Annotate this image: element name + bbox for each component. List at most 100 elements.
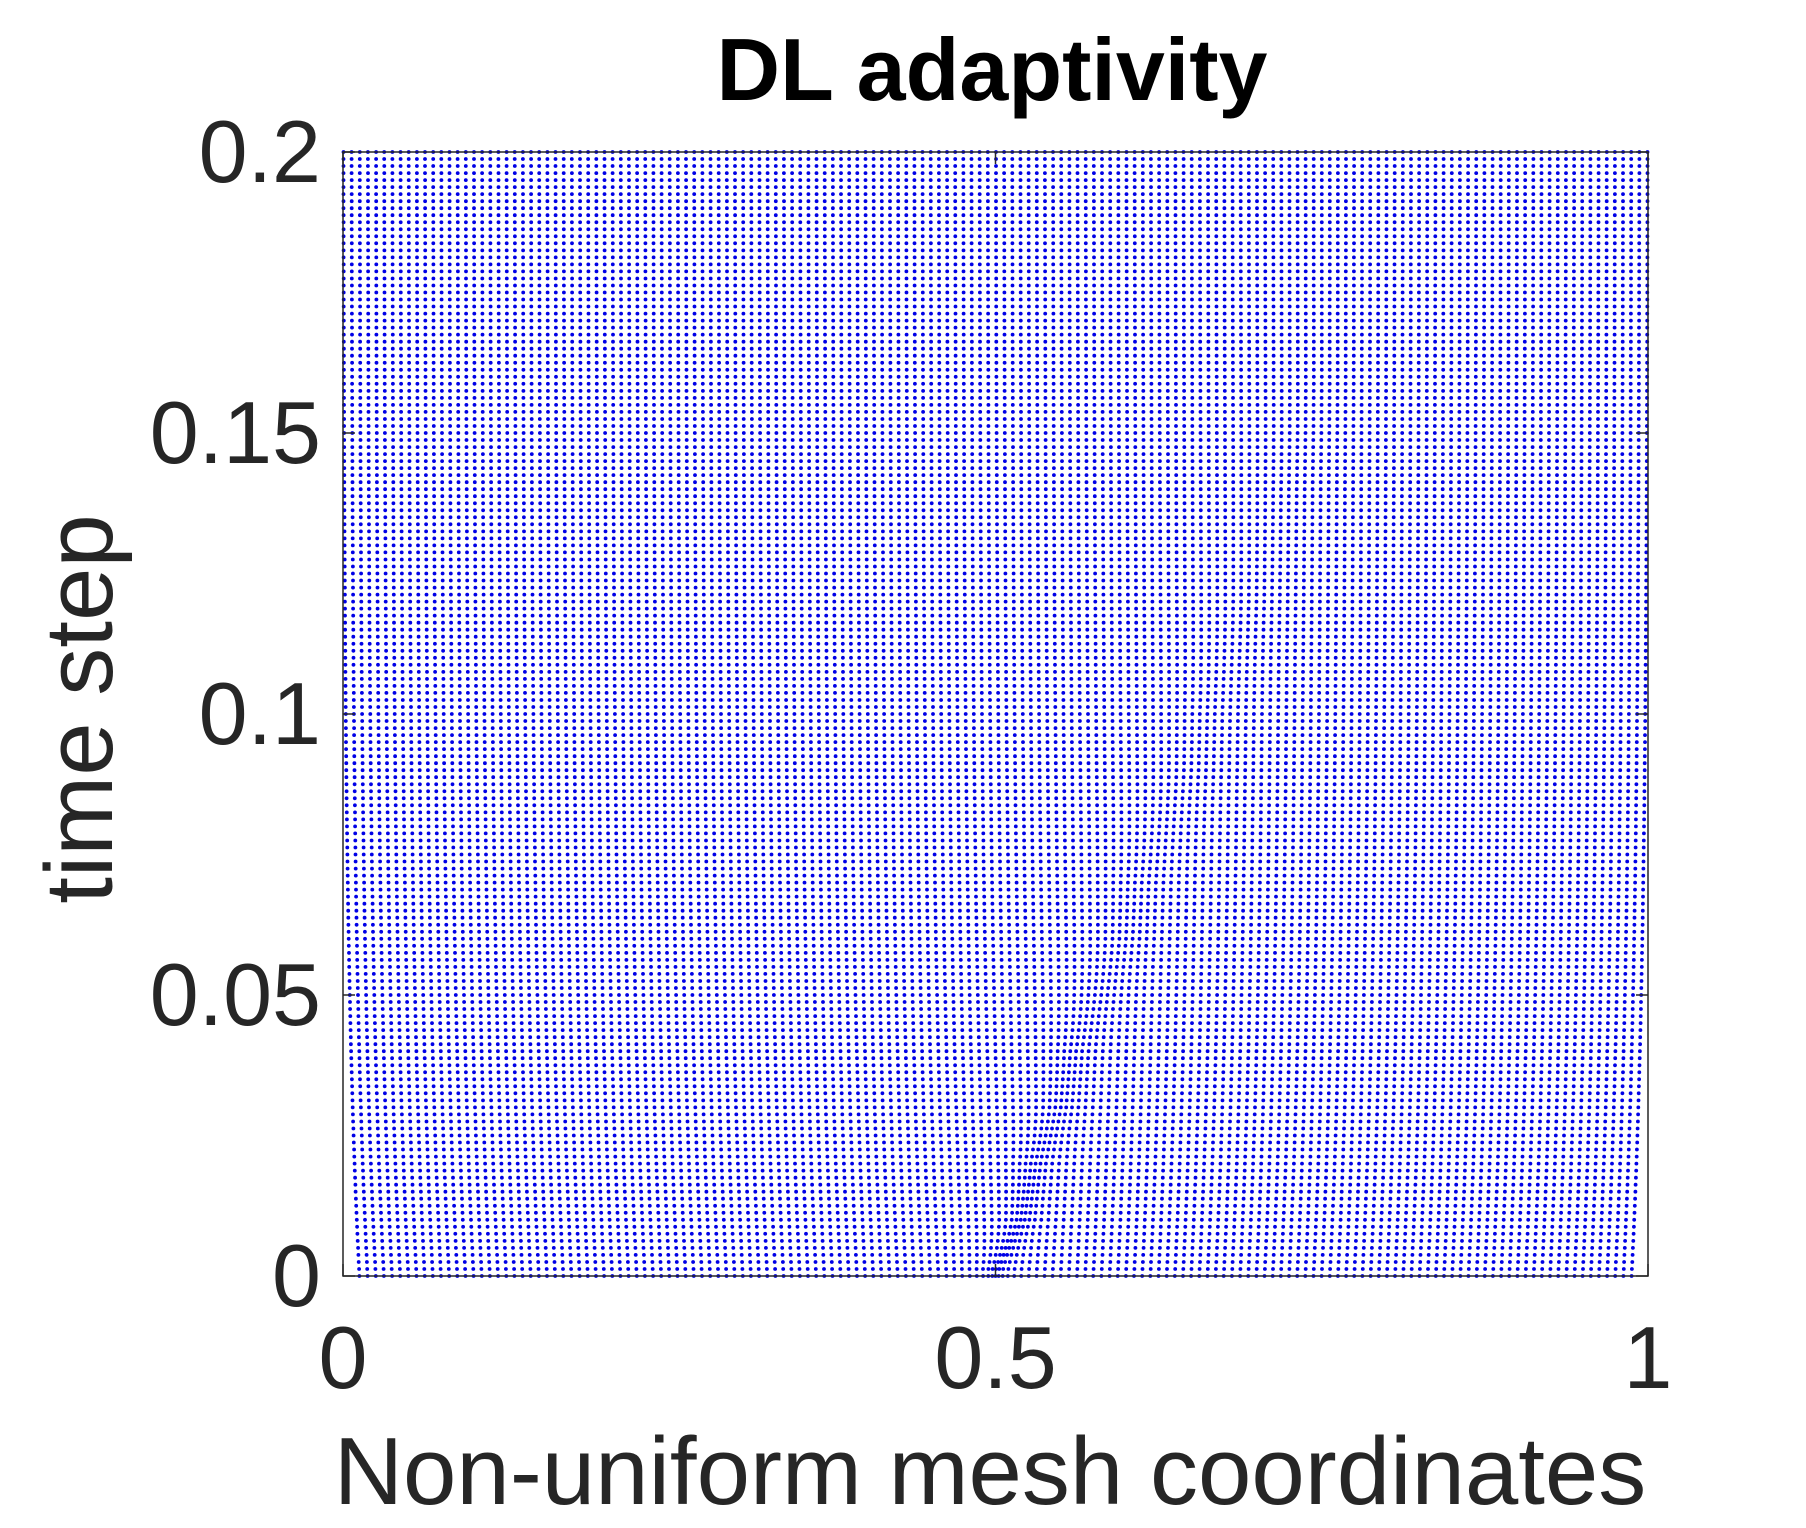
mesh-point [487,1260,491,1264]
mesh-point [703,1162,707,1166]
mesh-point [1281,1239,1285,1243]
mesh-point [989,1176,993,1180]
mesh-point [391,1077,395,1081]
mesh-point [901,1218,905,1222]
mesh-point [441,1127,445,1131]
mesh-point [1239,1260,1243,1264]
mesh-point [987,1091,991,1095]
mesh-point [1572,1084,1576,1088]
mesh-point [1079,1070,1083,1074]
mesh-point [727,1134,731,1138]
mesh-point [1496,1169,1500,1173]
mesh-point [677,1106,681,1110]
mesh-point [357,1260,361,1264]
mesh-point [1031,1190,1035,1194]
mesh-point [620,1106,624,1110]
mesh-point [611,1091,615,1095]
mesh-point [901,1211,905,1215]
mesh-point [1042,1077,1046,1081]
mesh-point [1425,1084,1429,1088]
mesh-point [380,1232,384,1236]
mesh-point [615,1197,619,1201]
mesh-point [705,1197,709,1201]
mesh-point [1480,1162,1484,1166]
mesh-point [643,1063,647,1067]
mesh-point [1020,1204,1024,1208]
mesh-point [1034,1070,1038,1074]
mesh-point [1203,1141,1207,1145]
mesh-point [473,1106,477,1110]
mesh-point [1434,1070,1438,1074]
mesh-point [1060,1084,1064,1088]
mesh-point [462,1232,466,1236]
mesh-point [1216,1225,1220,1229]
mesh-point [1446,1197,1450,1201]
mesh-point [1329,1253,1333,1257]
mesh-point [671,1155,675,1159]
mesh-point [804,1232,808,1236]
mesh-point [460,1204,464,1208]
mesh-point [711,1148,715,1152]
mesh-point [1511,1204,1515,1208]
mesh-point [849,1120,853,1124]
mesh-point [1611,1148,1615,1152]
mesh-point [1276,1155,1280,1159]
mesh-point [509,1190,513,1194]
mesh-point [421,1225,425,1229]
mesh-point [1512,1162,1516,1166]
mesh-point [1570,1148,1574,1152]
mesh-point [1394,1253,1398,1257]
mesh-point [362,1183,366,1187]
mesh-point [570,1084,574,1088]
mesh-point [1527,1204,1531,1208]
mesh-point [1084,1260,1088,1264]
mesh-point [1404,1211,1408,1215]
mesh-point [1300,1169,1304,1173]
mesh-point [1626,1176,1630,1180]
mesh-point [743,1120,747,1124]
mesh-point [1260,1134,1264,1138]
mesh-point [673,1211,677,1215]
mesh-point [1588,1091,1592,1095]
mesh-point [357,1267,361,1271]
mesh-point [908,1176,912,1180]
mesh-point [1153,1169,1157,1173]
mesh-point [1370,1253,1374,1257]
mesh-point [882,1134,886,1138]
mesh-point [1188,1084,1192,1088]
mesh-point [702,1120,706,1124]
mesh-point [1131,1113,1135,1117]
mesh-point [1180,1091,1184,1095]
mesh-point [748,1253,752,1257]
mesh-point [597,1141,601,1145]
mesh-point [1260,1155,1264,1159]
mesh-point [825,1141,829,1145]
mesh-point [1278,1091,1282,1095]
mesh-point [508,1183,512,1187]
mesh-point [1120,1169,1124,1173]
mesh-point [665,1218,669,1222]
mesh-point [1431,1141,1435,1145]
mesh-point [1126,1225,1130,1229]
mesh-point [1102,1225,1106,1229]
mesh-point [451,1183,455,1187]
mesh-point [804,1239,808,1243]
mesh-point [938,1091,942,1095]
mesh-point [1541,1246,1545,1250]
mesh-point [1374,1162,1378,1166]
mesh-point [836,1225,840,1229]
mesh-point [737,1197,741,1201]
mesh-point [1250,1204,1254,1208]
mesh-point [958,1197,962,1201]
mesh-point [1076,1253,1080,1257]
mesh-point [1583,1225,1587,1229]
mesh-point [1624,1211,1628,1215]
mesh-point [1542,1232,1546,1236]
mesh-point [1211,1155,1215,1159]
mesh-point [1004,1197,1008,1201]
mesh-point [1234,1176,1238,1180]
mesh-point [1343,1084,1347,1088]
mesh-point [399,1070,403,1074]
mesh-point [1049,1077,1053,1081]
mesh-point [389,1253,393,1257]
